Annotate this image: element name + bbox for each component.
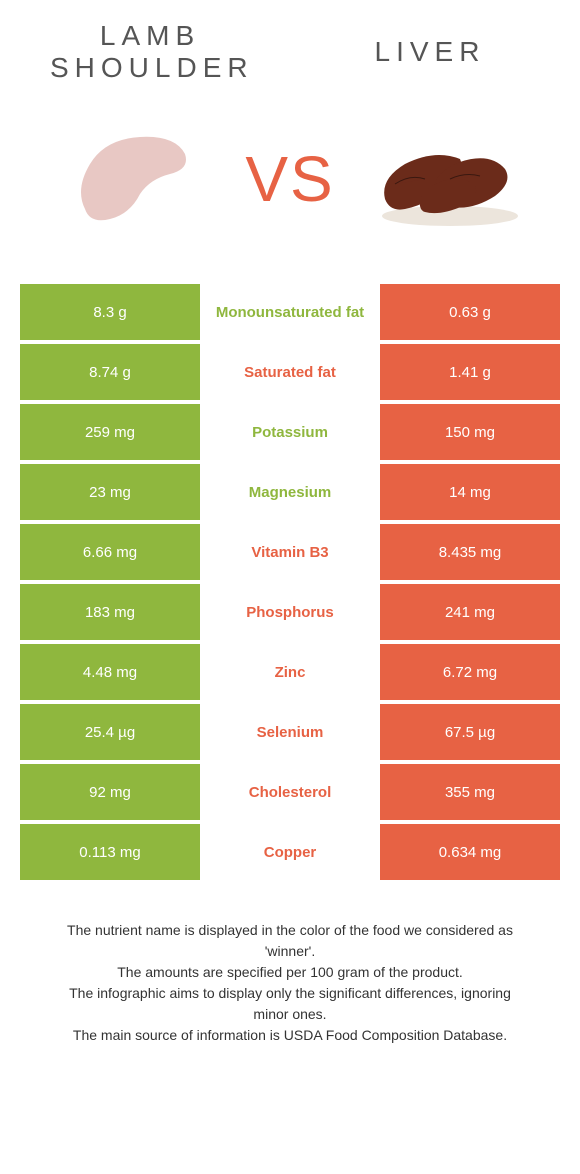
right-value: 0.634 mg <box>380 824 560 880</box>
nutrient-label: Monounsaturated fat <box>200 284 380 340</box>
header-row: LAMB SHOULDER LIVER <box>20 20 560 84</box>
right-value: 8.435 mg <box>380 524 560 580</box>
right-value: 241 mg <box>380 584 560 640</box>
table-row: 8.3 gMonounsaturated fat0.63 g <box>20 284 560 340</box>
left-value: 8.74 g <box>20 344 200 400</box>
nutrient-label: Zinc <box>200 644 380 700</box>
left-value: 25.4 µg <box>20 704 200 760</box>
footer-text: The nutrient name is displayed in the co… <box>20 920 560 1046</box>
footer-line-4: The main source of information is USDA F… <box>50 1025 530 1046</box>
left-value: 259 mg <box>20 404 200 460</box>
footer-line-3: The infographic aims to display only the… <box>50 983 530 1025</box>
left-value: 4.48 mg <box>20 644 200 700</box>
left-value: 92 mg <box>20 764 200 820</box>
liver-image <box>360 114 530 244</box>
nutrient-label: Vitamin B3 <box>200 524 380 580</box>
table-row: 4.48 mgZinc6.72 mg <box>20 644 560 700</box>
right-value: 355 mg <box>380 764 560 820</box>
right-value: 67.5 µg <box>380 704 560 760</box>
table-row: 8.74 gSaturated fat1.41 g <box>20 344 560 400</box>
nutrient-label: Potassium <box>200 404 380 460</box>
table-row: 23 mgMagnesium14 mg <box>20 464 560 520</box>
vs-label: VS <box>245 142 334 216</box>
right-food-title: LIVER <box>330 36 530 68</box>
nutrient-label: Cholesterol <box>200 764 380 820</box>
footer-line-2: The amounts are specified per 100 gram o… <box>50 962 530 983</box>
nutrient-label: Saturated fat <box>200 344 380 400</box>
nutrient-label: Magnesium <box>200 464 380 520</box>
images-row: VS <box>20 114 560 284</box>
footer-line-1: The nutrient name is displayed in the co… <box>50 920 530 962</box>
right-value: 1.41 g <box>380 344 560 400</box>
table-row: 25.4 µgSelenium67.5 µg <box>20 704 560 760</box>
table-row: 183 mgPhosphorus241 mg <box>20 584 560 640</box>
table-row: 92 mgCholesterol355 mg <box>20 764 560 820</box>
right-value: 150 mg <box>380 404 560 460</box>
table-row: 0.113 mgCopper0.634 mg <box>20 824 560 880</box>
left-value: 0.113 mg <box>20 824 200 880</box>
table-row: 6.66 mgVitamin B38.435 mg <box>20 524 560 580</box>
comparison-table: 8.3 gMonounsaturated fat0.63 g8.74 gSatu… <box>20 284 560 880</box>
nutrient-label: Copper <box>200 824 380 880</box>
left-value: 6.66 mg <box>20 524 200 580</box>
lamb-image <box>50 114 220 244</box>
right-value: 14 mg <box>380 464 560 520</box>
nutrient-label: Selenium <box>200 704 380 760</box>
left-value: 183 mg <box>20 584 200 640</box>
nutrient-label: Phosphorus <box>200 584 380 640</box>
table-row: 259 mgPotassium150 mg <box>20 404 560 460</box>
left-food-title: LAMB SHOULDER <box>50 20 250 84</box>
right-value: 6.72 mg <box>380 644 560 700</box>
left-value: 8.3 g <box>20 284 200 340</box>
left-value: 23 mg <box>20 464 200 520</box>
right-value: 0.63 g <box>380 284 560 340</box>
